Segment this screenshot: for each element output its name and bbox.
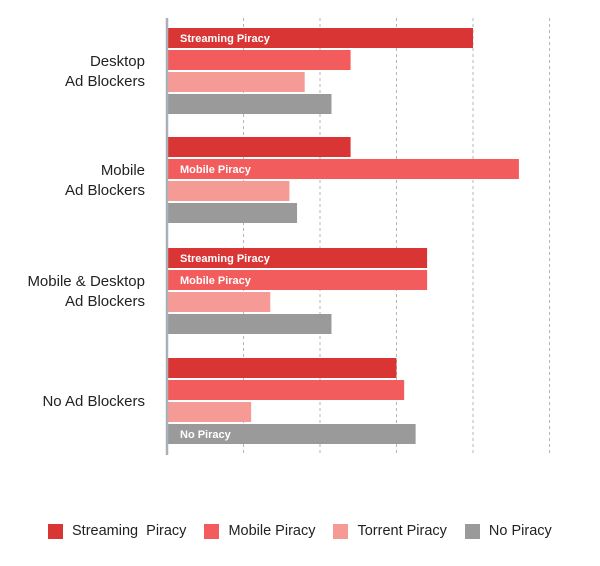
- category-label: Desktop: [90, 53, 145, 70]
- legend-item: Torrent Piracy: [333, 523, 447, 539]
- legend-swatch: [333, 523, 349, 539]
- legend-item: No Piracy: [464, 523, 552, 539]
- bar: [167, 424, 416, 444]
- legend-item: Streaming Piracy: [48, 523, 186, 539]
- bar: [167, 358, 397, 378]
- category-label: Ad Blockers: [65, 73, 145, 90]
- legend-swatch: [464, 523, 480, 539]
- legend-item: Mobile Piracy: [204, 523, 315, 539]
- bar: [167, 72, 305, 92]
- legend: Streaming Piracy Mobile Piracy Torrent Pir…: [48, 523, 570, 539]
- bar-label: Streaming Piracy: [180, 253, 271, 265]
- bar: [167, 314, 332, 334]
- bar: [167, 292, 271, 312]
- legend-label: Streaming Piracy: [72, 523, 187, 539]
- legend-label: Torrent Piracy: [357, 523, 447, 539]
- bar-label: Mobile Piracy: [180, 164, 252, 176]
- bar: [167, 402, 252, 422]
- bar: [167, 159, 519, 179]
- legend-swatch: [204, 523, 220, 539]
- legend-swatch: [48, 523, 63, 539]
- bar: [167, 270, 428, 290]
- bar: [167, 137, 351, 157]
- legend-label: No Piracy: [488, 523, 552, 539]
- bar: [167, 203, 298, 223]
- bar: [167, 248, 428, 268]
- category-label: No Ad Blockers: [42, 393, 145, 410]
- legend-label: Mobile Piracy: [228, 523, 316, 539]
- bar: [167, 94, 332, 114]
- bar-label: No Piracy: [180, 429, 232, 441]
- bar: [167, 380, 405, 400]
- category-label: Ad Blockers: [65, 182, 145, 199]
- bar-label: Mobile Piracy: [180, 275, 252, 287]
- bar-label: Streaming Piracy: [180, 33, 271, 45]
- bar: [167, 181, 290, 201]
- bar-chart: Streaming Piracy Mobile Piracy Streaming P…: [27, 18, 550, 455]
- category-label: Mobile: [101, 162, 145, 179]
- bar: [167, 50, 351, 70]
- category-label: Mobile & Desktop: [27, 273, 145, 290]
- category-label: Ad Blockers: [65, 293, 145, 310]
- bar: [167, 28, 473, 48]
